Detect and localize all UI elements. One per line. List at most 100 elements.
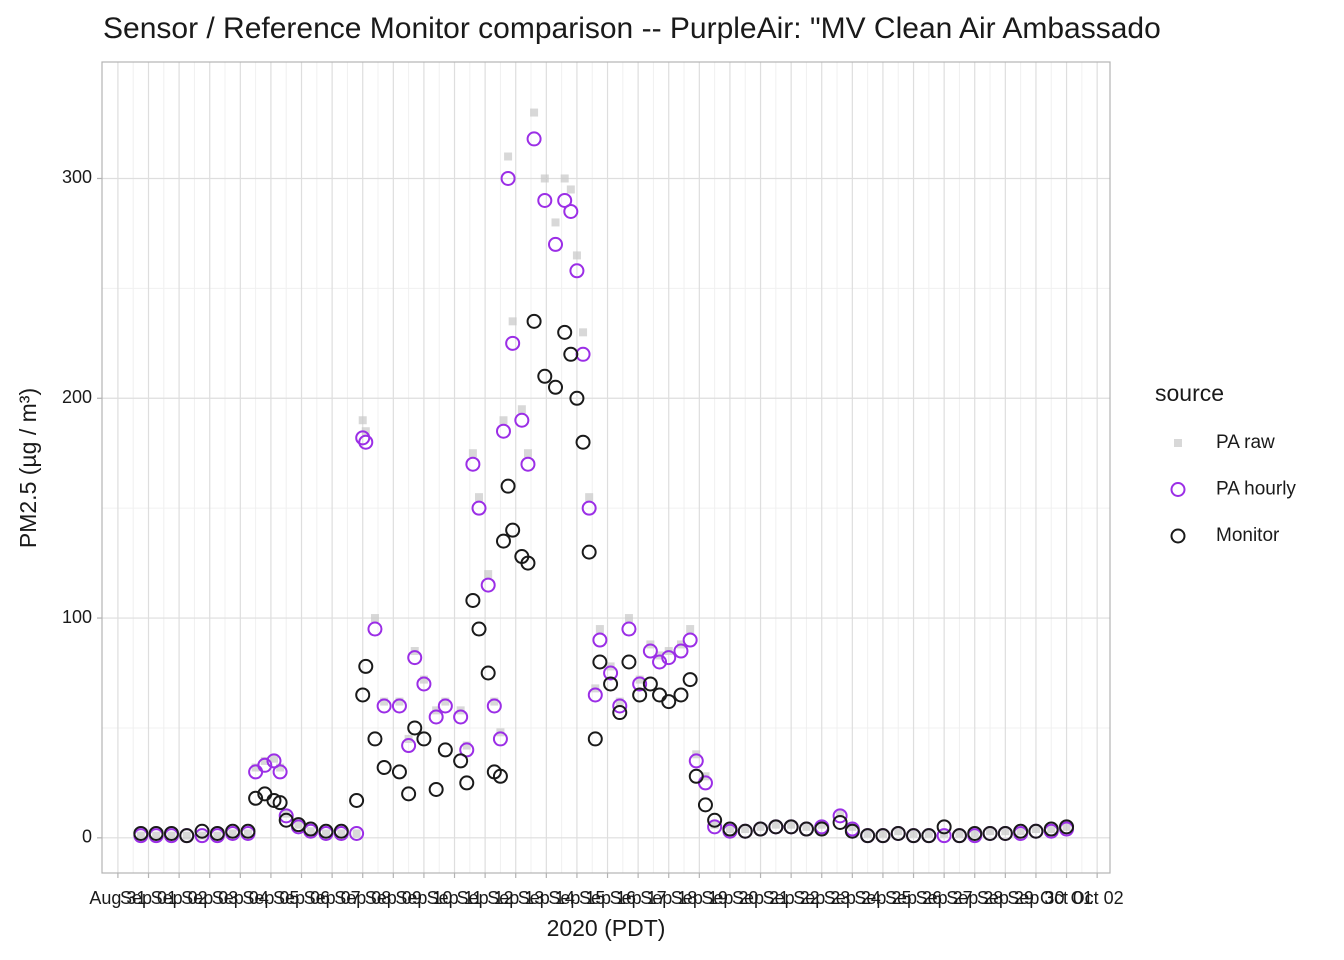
point [725,825,734,834]
point [407,720,423,736]
point [936,819,952,835]
point [802,822,811,831]
legend-key [1170,482,1186,497]
y-tick-label: 100 [62,607,92,627]
point [1047,825,1056,834]
x-tick-label: Sep 11 [427,888,483,908]
x-tick-label: Sep 16 [579,888,636,908]
x-tick-label: Sep 17 [610,888,667,908]
point [428,709,444,725]
point [563,346,579,362]
chart-title: Sensor / Reference Monitor comparison --… [103,12,1161,45]
point [391,764,407,780]
x-tick-label: Sep 15 [548,888,605,908]
point [771,820,780,829]
point [266,753,282,769]
point [970,829,979,838]
point [548,379,564,395]
point [213,831,222,840]
point [697,797,713,813]
point [557,192,573,208]
point [380,697,389,706]
point [484,570,493,579]
point [453,753,469,769]
x-tick-label: Sep 06 [273,888,330,908]
point [419,675,428,684]
point [520,456,536,472]
point [737,823,753,839]
point [490,697,499,706]
x-tick-label: Sep 26 [885,888,942,908]
point [500,170,516,186]
x-tick-label: Sep 27 [916,888,973,908]
point [707,819,723,835]
point [428,781,444,797]
point [257,757,273,773]
x-tick-label: Oct 02 [1071,888,1124,908]
marks [133,108,1075,844]
x-tick-label: Sep 03 [181,888,238,908]
point [661,650,677,666]
point [563,203,579,219]
point [248,790,264,806]
point [437,742,453,758]
point [523,449,532,458]
point [276,763,285,772]
point [986,827,995,836]
x-tick-label: Sep 02 [151,888,208,908]
point [505,522,521,538]
point [459,742,475,758]
point [673,687,689,703]
point [682,672,698,688]
point [480,577,496,593]
x-tick-label: Aug 31 [89,888,146,908]
point [504,152,513,161]
point [592,632,608,648]
legend: PA raw PA hourly Monitor [1170,432,1296,546]
point [514,412,530,428]
point [209,825,225,841]
x-tick-label: Sep 29 [977,888,1034,908]
point [906,828,922,844]
point [367,621,383,637]
point [710,820,719,829]
x-axis-label: 2020 (PDT) [547,915,666,941]
point [416,676,432,692]
point [465,592,481,608]
x-tick-label: Sep 10 [395,888,452,908]
point [890,825,906,841]
point [370,614,379,623]
point [557,324,573,340]
point [1043,821,1059,837]
point [624,614,633,623]
point [401,738,417,754]
point [416,731,432,747]
point [198,831,207,840]
point [632,687,648,703]
point [540,174,549,183]
point [787,820,796,829]
x-tick-label: Sep 25 [854,888,911,908]
point [240,823,256,839]
point [437,698,453,714]
point [548,236,564,252]
point [798,821,814,837]
point [526,131,542,147]
point [358,434,374,450]
point [661,694,677,710]
x-tick-label: Sep 22 [763,888,820,908]
point [603,665,619,681]
point [468,449,477,458]
point [569,390,585,406]
point [1001,827,1010,836]
point [688,768,704,784]
point [486,698,502,714]
point [860,828,876,844]
point [848,822,857,831]
point [592,654,608,670]
x-tick-label: Sep 09 [365,888,422,908]
point [844,823,860,839]
point [1059,819,1075,835]
point [635,675,644,684]
